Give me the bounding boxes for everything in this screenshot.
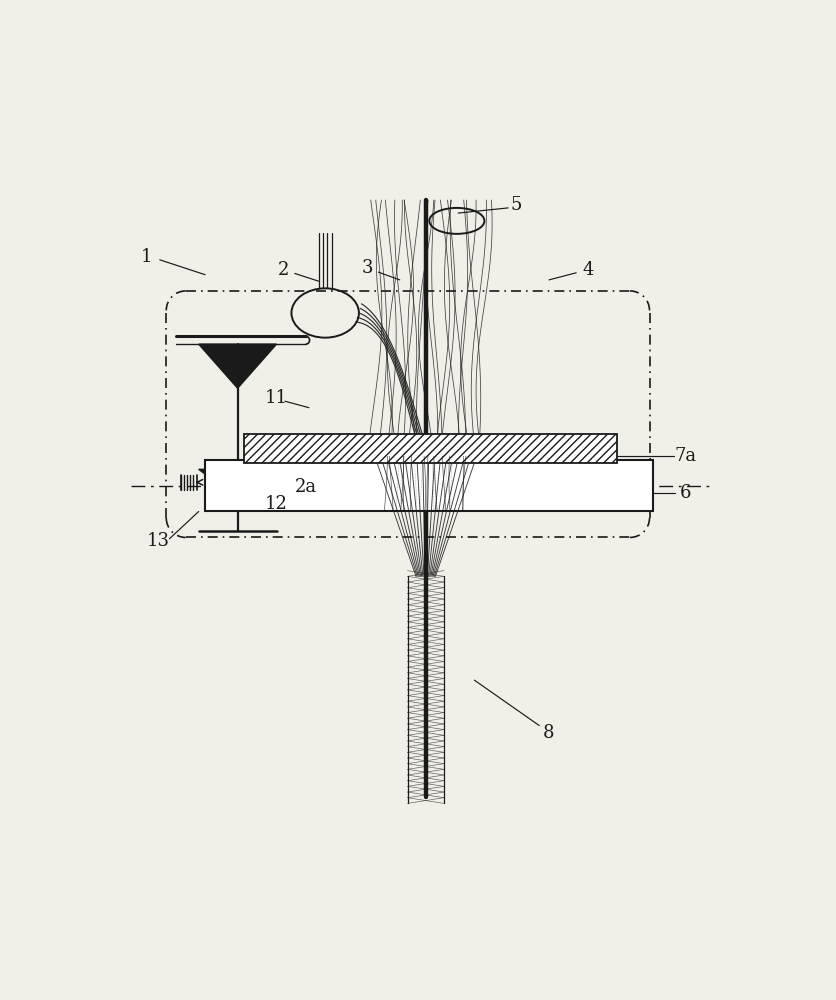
Text: 12: 12 — [265, 495, 288, 513]
Polygon shape — [198, 344, 276, 388]
Text: 2: 2 — [277, 261, 288, 279]
Bar — [205, 460, 652, 511]
Text: 7a: 7a — [673, 447, 696, 465]
Bar — [244, 434, 616, 463]
Text: 5: 5 — [510, 196, 522, 214]
Text: 4: 4 — [582, 261, 593, 279]
Text: 8: 8 — [543, 724, 554, 742]
Text: 3: 3 — [361, 259, 373, 277]
Polygon shape — [198, 469, 276, 499]
Text: 13: 13 — [147, 532, 170, 550]
Text: 2a: 2a — [294, 478, 316, 496]
Text: 11: 11 — [265, 389, 288, 407]
Text: 6: 6 — [679, 484, 690, 502]
Text: 1: 1 — [141, 248, 152, 266]
